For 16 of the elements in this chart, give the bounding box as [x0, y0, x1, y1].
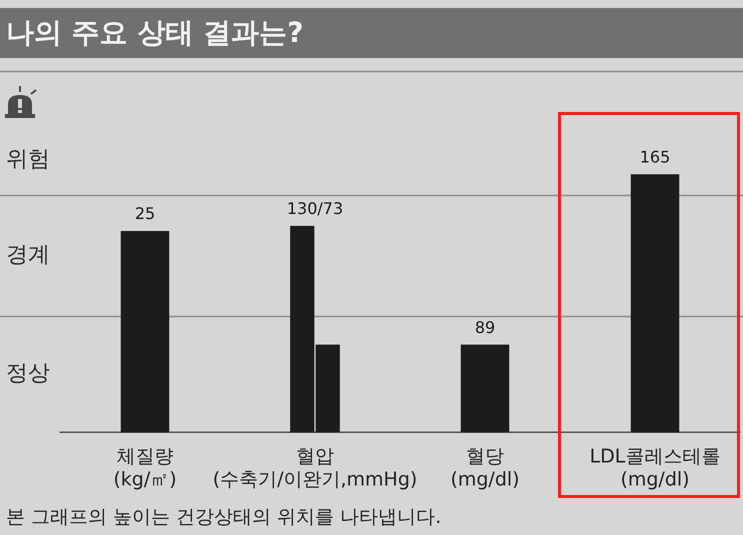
- bar: [630, 174, 680, 432]
- x-tick-label: 혈압 (수축기/이완기,mmHg): [212, 446, 418, 491]
- bar: [460, 344, 510, 432]
- annotation: 정상: [6, 361, 50, 386]
- text: 본 그래프의 높이는 건강상태의 위치를 나타냅니다.: [6, 505, 442, 529]
- x-tick-label: 혈당 (mg/dl): [450, 446, 520, 491]
- bar: [120, 231, 170, 432]
- annotation: 89: [474, 318, 496, 337]
- annotation: 165: [640, 147, 670, 166]
- annotation: 25: [134, 204, 156, 224]
- x-tick-label: LDL콜레스테롤 (mg/dl): [590, 446, 720, 491]
- annotation: 경계: [6, 242, 50, 268]
- chart-title: 나의 주요 상태 결과는?: [6, 16, 304, 50]
- text: 위험: [6, 146, 50, 172]
- x-tick-label: 체질량 (kg/㎡): [113, 446, 177, 491]
- annotation: 130/73: [286, 199, 344, 218]
